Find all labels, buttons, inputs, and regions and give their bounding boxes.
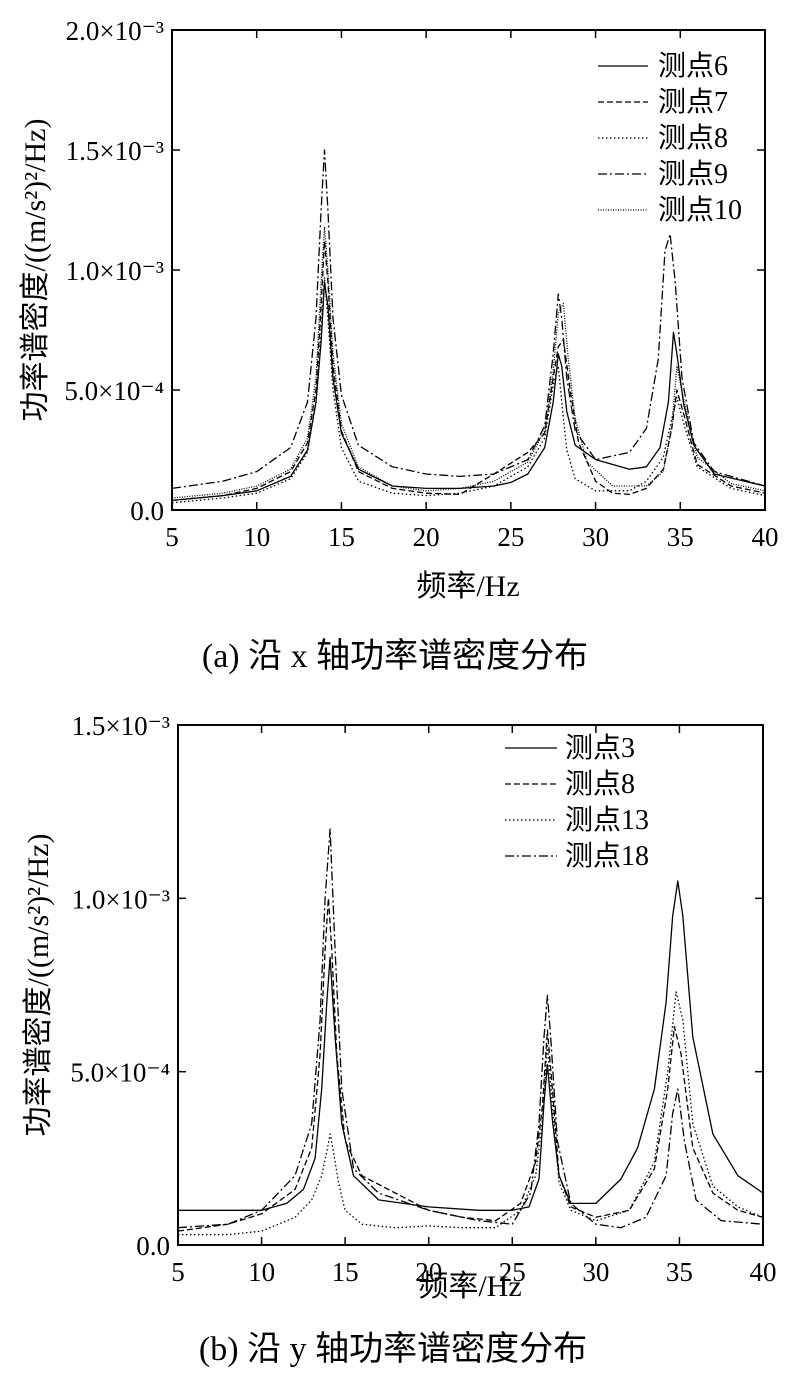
ticks-group: 5 10 15 20 25 30 35 40 0.0 5.0×10⁻⁴ 1.0×10⁻³ 1.5×10… [70,711,776,1287]
chart-panel-b: 5 10 15 20 25 30 35 40 0.0 5.0×10⁻⁴ 1.0×10⁻³ 1.5×10… [22,711,777,1368]
legend-label: 测点8 [658,123,728,154]
series-line [177,897,764,1232]
x-tick-label: 40 [752,522,779,552]
legend: 测点3 测点8 测点13 测点18 [505,733,649,872]
x-tick-label: 10 [243,522,270,552]
x-tick-label: 5 [171,1257,185,1287]
series-lines-group [177,828,764,1236]
x-tick-label: 10 [248,1257,275,1287]
y-tick-label: 1.5×10⁻³ [72,711,170,741]
series-lines-group [171,149,766,504]
x-tick-label: 25 [499,1257,526,1287]
y-axis-label: 功率谱密度/((m/s²)²/Hz) [22,834,55,1137]
x-tick-label: 35 [667,522,694,552]
legend-label: 测点10 [658,195,742,226]
y-tick-label: 0.0 [130,496,164,526]
y-tick-label: 1.0×10⁻³ [72,884,170,914]
y-tick-label: 5.0×10⁻⁴ [64,376,164,406]
series-line [178,880,764,1211]
chart-caption: (b) 沿 y 轴功率谱密度分布 [199,1330,587,1368]
legend-label: 测点6 [658,51,728,82]
y-tick-label: 2.0×10⁻³ [66,16,164,46]
y-tick-label: 5.0×10⁻⁴ [70,1058,170,1088]
y-tick-label: 1.0×10⁻³ [66,256,164,286]
legend: 测点6 测点7 测点8 测点9 测点10 [598,51,742,226]
series-line [178,991,764,1236]
x-axis-label: 频率/Hz [416,570,519,603]
y-tick-label: 0.0 [136,1231,170,1261]
chart-caption: (a) 沿 x 轴功率谱密度分布 [202,637,588,675]
x-tick-label: 15 [328,522,355,552]
x-tick-label: 15 [332,1257,359,1287]
legend-label: 测点8 [565,769,635,800]
x-axis-label: 频率/Hz [418,1270,521,1303]
legend-label: 测点7 [658,87,728,118]
series-line [171,276,766,504]
plot-area-frame [177,724,764,1246]
y-tick-label: 1.5×10⁻³ [66,136,164,166]
x-tick-label: 20 [415,1257,442,1287]
x-tick-label: 20 [413,522,440,552]
y-axis-label: 功率谱密度/((m/s²)²/Hz) [19,119,52,422]
x-tick-label: 30 [582,1257,609,1287]
legend-label: 测点13 [565,805,649,836]
x-tick-label: 5 [165,522,179,552]
series-line [171,226,766,499]
series-line [171,281,766,502]
x-tick-label: 25 [497,522,524,552]
chart-panel-a: 5 10 15 20 25 30 35 40 0.0 5.0×10⁻⁴ 1.0×10⁻³ 1.5×10… [19,16,779,675]
legend-label: 测点3 [565,733,635,764]
x-tick-label: 35 [666,1257,693,1287]
x-tick-label: 40 [750,1257,777,1287]
x-tick-label: 30 [582,522,609,552]
series-line [177,828,764,1229]
legend-label: 测点9 [658,159,728,190]
series-line [171,240,766,502]
legend-label: 测点18 [565,841,649,872]
series-line [171,149,766,490]
ticks-group: 5 10 15 20 25 30 35 40 0.0 5.0×10⁻⁴ 1.0×10⁻³ 1.5×10… [64,16,778,552]
